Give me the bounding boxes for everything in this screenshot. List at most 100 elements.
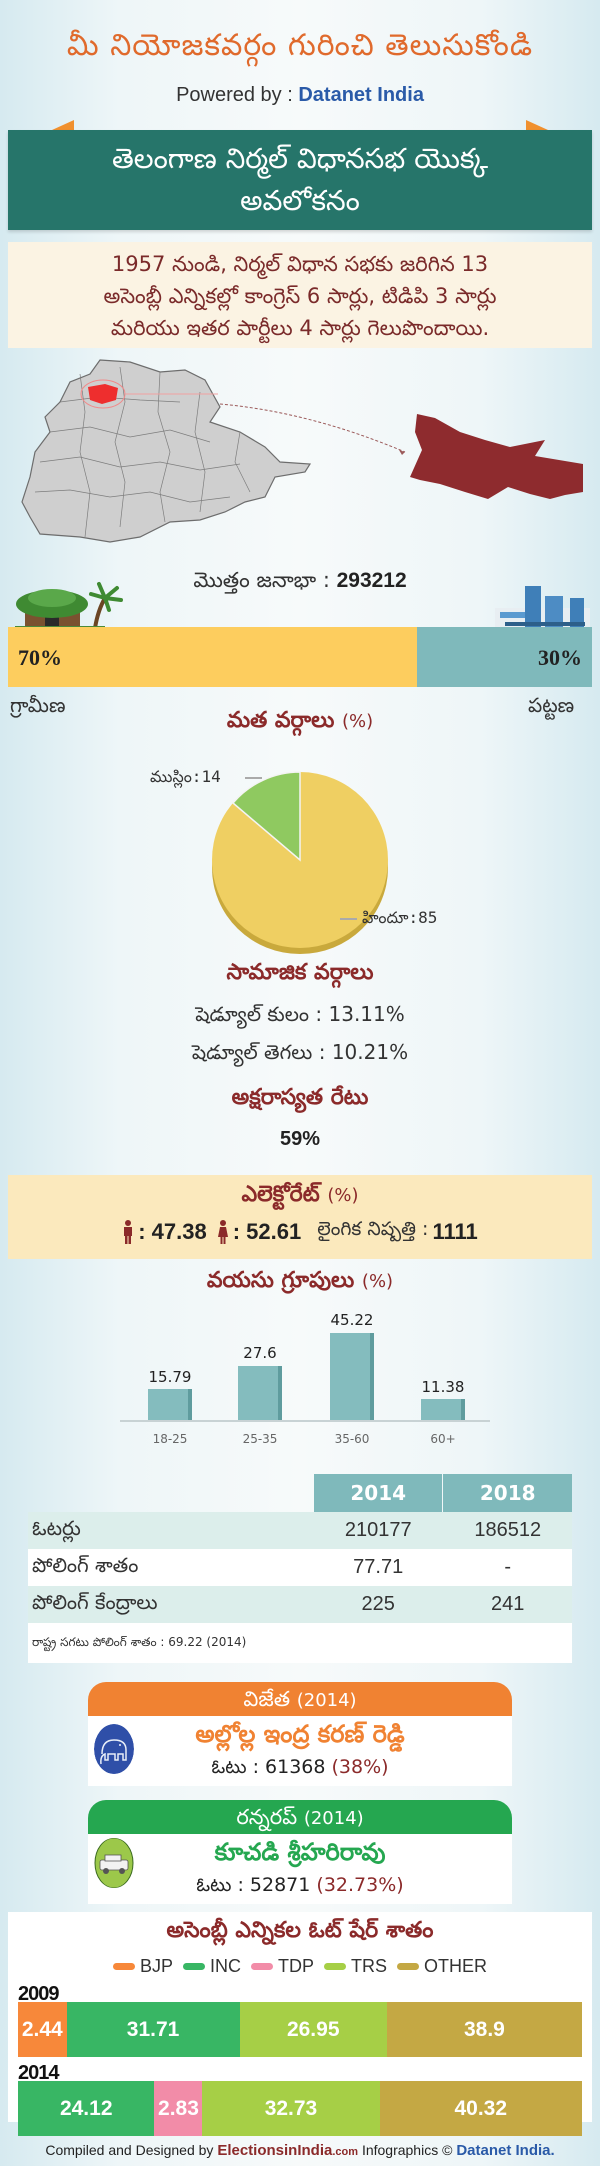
electionsinindia-logo: ElectionsinIndia.com: [217, 2142, 359, 2159]
age-cat-25-35: 25-35: [242, 1432, 278, 1446]
rural-label: గ్రామీణ: [10, 693, 66, 717]
powered-by-brand: Datanet India: [298, 84, 424, 106]
header-2018: 2018: [443, 1474, 572, 1512]
legend-other: OTHER: [397, 1956, 487, 1977]
electorate-stats: : 47.38 : 52.61 లైంగిక నిష్పత్తి : 1111: [0, 1218, 600, 1245]
male-percent: : 47.38: [138, 1218, 207, 1244]
seg-2014-trs: 32.73: [202, 2081, 380, 2136]
year-2009-label: 2009: [18, 1983, 59, 2005]
st-value: 10.21%: [331, 1040, 409, 1064]
seg-2009-bjp: 2.44: [18, 2002, 67, 2057]
literacy-value: 59%: [279, 1128, 321, 1150]
history-summary: 1957 నుండి, నిర్మల్ విధాన సభకు జరిగిన 13…: [8, 242, 592, 348]
religion-title: మత వర్గాలు (%): [226, 708, 374, 733]
total-population: మొత్తం జనాభా : 293212: [0, 568, 600, 598]
urban-label: పట్టణ: [528, 693, 575, 717]
pie-leader-hindu: [340, 918, 357, 920]
legend-tdp: TDP: [251, 1956, 314, 1977]
runner-up-votes: ఓటు : 52871 (32.73%): [196, 1874, 404, 1896]
summary-line1: 1957 నుండి, నిర్మల్ విధాన సభకు జరిగిన 13: [111, 252, 489, 276]
footer-credits: Compiled and Designed by ElectionsinIndi…: [45, 2142, 555, 2159]
rural-percent: 70%: [18, 645, 62, 670]
female-percent: : 52.61: [232, 1218, 302, 1244]
male-icon: [124, 1219, 133, 1244]
pie-leader-muslim: [245, 777, 262, 779]
pie-slice-muslim: [231, 771, 301, 862]
winner-header: విజేత (2014): [88, 1682, 512, 1716]
age-cat-60-plus: 60+: [430, 1432, 456, 1446]
summary-line3: మరియు ఇతర పార్టీలు 4 సార్లు గెలుపొందాయి.: [110, 316, 490, 340]
age-bar-18-25: [148, 1389, 192, 1420]
st-row: షెడ్యూల్ తెగలు : 10.21%: [0, 1040, 600, 1069]
st-label: షెడ్యూల్ తెగలు :: [191, 1040, 326, 1064]
age-cat-18-25: 18-25: [152, 1432, 188, 1446]
table-row: పోలింగ్ శాతం 77.71 -: [28, 1549, 572, 1586]
state-avg-note: రాష్ట్ర సగటు పోలింగ్ శాతం : 69.22 (2014): [28, 1623, 572, 1663]
age-bar-chart: 15.79 18-25 27.6 25-35 45.22 35-60 11.38…: [120, 1300, 490, 1450]
winner-name: అల్లోల్ల ఇంద్ర కరణ్ రెడ్డి: [195, 1720, 405, 1748]
powered-by: Powered by : Datanet India: [0, 84, 600, 107]
tagline: మీ నియోజకవర్గం గురించి తెలుసుకోండి: [66, 28, 534, 63]
legend-trs: TRS: [324, 1956, 387, 1977]
seg-2009-other: 38.9: [386, 2002, 582, 2057]
pie-label-muslim: ముస్లిం:14: [150, 767, 221, 786]
runner-up-header: రన్నరప్ (2014): [88, 1800, 512, 1834]
literacy-title: అక్షరాస్యత రేటు: [231, 1085, 369, 1110]
seg-2014-tdp: 2.83: [154, 2081, 203, 2136]
legend-inc: INC: [183, 1956, 241, 1977]
winner-votes: ఓటు : 61368 (38%): [211, 1756, 389, 1778]
datanet-logo: Datanet India.: [456, 2142, 555, 2159]
legend-bjp: BJP: [112, 1956, 173, 1977]
seg-2009-trs: 26.95: [239, 2002, 387, 2057]
population-label: మొత్తం జనాభా :: [193, 568, 330, 592]
age-value-35-60: 45.22: [330, 1311, 374, 1329]
telangana-map-icon: [21, 359, 583, 543]
sex-ratio-label: లైంగిక నిష్పత్తి :: [317, 1218, 429, 1240]
page-title-banner: తెలంగాణ నిర్మల్ విధానసభ యొక్క అవలోకనం: [8, 130, 592, 230]
age-groups-title: వయసు గ్రూపులు (%): [206, 1268, 394, 1293]
table-row: ఓటర్లు 210177 186512: [28, 1512, 572, 1549]
elephant-icon: [94, 1724, 134, 1774]
runner-up-card: కూచడి శ్రీహరిరావు ఓటు : 52871 (32.73%): [88, 1834, 512, 1904]
powered-by-label: Powered by :: [176, 84, 293, 106]
summary-line2: అసెంబ్లీ ఎన్నికల్లో కాంగ్రెస్ 6 సార్లు, …: [103, 284, 497, 308]
winner-card: అల్లోల్ల ఇంద్ర కరణ్ రెడ్డి ఓటు : 61368 (…: [88, 1716, 512, 1786]
rural-urban-bar: 70% 30%: [8, 627, 592, 687]
header-2014: 2014: [313, 1474, 443, 1512]
religion-pie-chart: [200, 760, 400, 960]
urban-building-icon: [495, 586, 590, 630]
sex-ratio-value: 1111: [432, 1218, 478, 1244]
age-value-18-25: 15.79: [148, 1368, 192, 1386]
sc-row: షెడ్యూల్ కులం : 13.11%: [0, 1002, 600, 1031]
electorate-title: ఎలెక్టోరేట్ (%): [241, 1182, 359, 1207]
social-groups-title: సామాజిక వర్గాలు: [226, 960, 374, 985]
vote-share-bar-2014: 24.12 2.83 32.73 40.32: [18, 2081, 582, 2136]
seg-2014-other: 40.32: [379, 2081, 582, 2136]
age-bar-35-60: [330, 1333, 374, 1420]
table-header: 2014 2018: [28, 1474, 572, 1512]
sc-value: 13.11%: [328, 1002, 405, 1026]
vote-share-title: అసెంబ్లీ ఎన్నికల ఓట్ షేర్ శాతం: [166, 1918, 434, 1943]
rural-segment: 70%: [8, 627, 417, 687]
page-title-line1: తెలంగాణ నిర్మల్ విధానసభ యొక్క: [111, 142, 489, 175]
seg-2014-inc: 24.12: [18, 2081, 155, 2136]
rural-hut-icon: [15, 582, 123, 630]
age-cat-35-60: 35-60: [334, 1432, 370, 1446]
voting-stats-table: 2014 2018 ఓటర్లు 210177 186512 పోలింగ్ శ…: [28, 1474, 572, 1663]
age-bar-60-plus: [421, 1399, 465, 1420]
pie-label-hindu: హిందూ:85: [362, 908, 438, 927]
female-icon: [217, 1219, 228, 1244]
population-value: 293212: [336, 569, 407, 592]
table-row: పోలింగ్ కేంద్రాలు 225 241: [28, 1586, 572, 1623]
runner-up-name: కూచడి శ్రీహరిరావు: [214, 1838, 386, 1866]
page-title-line2: అవలోకనం: [240, 184, 360, 217]
sc-label: షెడ్యూల్ కులం :: [195, 1002, 323, 1026]
age-bar-25-35: [238, 1366, 282, 1420]
chart-axis: [120, 1420, 490, 1422]
urban-segment: 30%: [416, 627, 592, 687]
constituency-map: [10, 352, 590, 552]
age-value-25-35: 27.6: [243, 1344, 277, 1362]
car-icon: [94, 1838, 134, 1888]
vote-share-bar-2009: 2.44 31.71 26.95 38.9: [18, 2002, 582, 2057]
seg-2009-inc: 31.71: [66, 2002, 240, 2057]
